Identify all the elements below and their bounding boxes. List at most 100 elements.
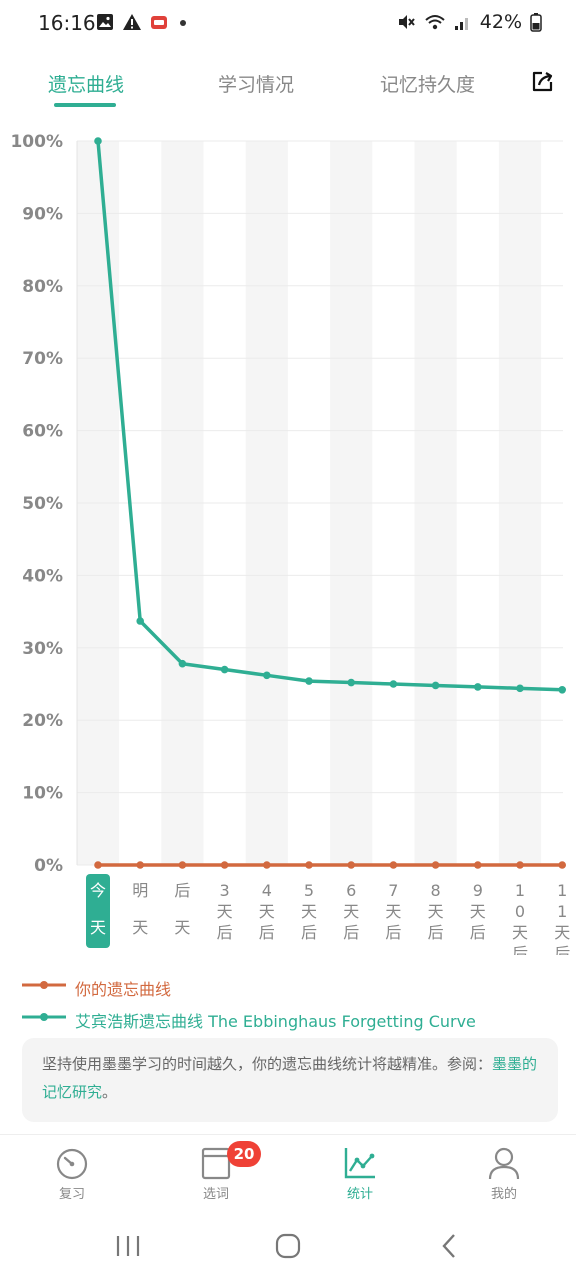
x-tick-label: 3: [220, 881, 230, 900]
legend-label-your-curve: 你的遗忘曲线: [75, 980, 172, 999]
x-tick-label: 后: [174, 881, 190, 900]
x-tick-label: 0: [515, 902, 525, 921]
battery-icon: [530, 13, 542, 32]
x-tick-label: 今: [90, 881, 106, 900]
x-tick-label: 天: [512, 923, 528, 942]
series-line-ebbinghaus: [96, 140, 563, 692]
x-tick-label: 1: [557, 881, 567, 900]
x-tick-label: 天: [301, 902, 317, 921]
data-point-your-curve: [263, 861, 271, 869]
data-point-ebbinghaus: [94, 137, 102, 145]
nav-review[interactable]: 复习: [32, 1145, 112, 1202]
x-tick-label: 天: [217, 902, 233, 921]
info-note-end: 。: [102, 1083, 118, 1101]
book-icon: [201, 1147, 231, 1180]
x-tick-label: 后: [259, 923, 275, 942]
tab-memory-persistence[interactable]: 记忆持久度: [380, 74, 476, 96]
x-tick-highlight: [86, 874, 110, 948]
tab-bar: 遗忘曲线 学习情况 记忆持久度: [0, 50, 576, 112]
legend-swatch-ebbinghaus: [22, 1013, 66, 1021]
gauge-icon: [56, 1148, 88, 1180]
x-tick-label: 后: [385, 923, 401, 942]
data-point-ebbinghaus: [305, 677, 313, 685]
nav-select-words[interactable]: 选词: [176, 1145, 256, 1202]
signal-icon: [454, 18, 468, 30]
x-tick-label: 后: [428, 923, 444, 942]
data-point-ebbinghaus: [263, 671, 271, 680]
data-point-ebbinghaus: [136, 617, 144, 625]
data-point-your-curve: [178, 861, 187, 869]
recents-icon[interactable]: [114, 1232, 142, 1260]
data-point-your-curve: [305, 861, 313, 869]
wifi-icon: [425, 15, 445, 30]
y-tick-label: 70%: [22, 349, 63, 369]
x-tick-label: 5: [304, 881, 314, 900]
x-tick-label: 天: [428, 902, 444, 921]
data-point-your-curve: [220, 861, 229, 869]
tab-forgetting-curve[interactable]: 遗忘曲线: [48, 74, 125, 96]
x-tick-label: 天: [343, 902, 359, 921]
nav-statistics[interactable]: 统计: [320, 1145, 400, 1202]
data-point-ebbinghaus: [516, 684, 524, 693]
x-tick-label: 天: [554, 923, 570, 942]
y-tick-label: 50%: [22, 494, 63, 514]
info-note: 坚持使用墨墨学习的时间越久，你的遗忘曲线统计将越精准。参阅：墨墨的记忆研究。: [22, 1038, 558, 1122]
x-tick-label: 天: [174, 918, 190, 937]
tab-active-indicator: [54, 103, 116, 107]
nav-select-words-label: 选词: [202, 1187, 229, 1202]
home-icon[interactable]: [274, 1232, 302, 1260]
memory-research-link[interactable]: 墨墨的记忆研究: [42, 1055, 538, 1101]
x-tick-label: 1: [557, 902, 567, 921]
x-tick-label: 天: [385, 902, 401, 921]
x-tick-label: 6: [346, 881, 356, 900]
x-tick-label: 9: [473, 881, 483, 900]
y-tick-label: 80%: [22, 277, 63, 297]
chart-icon: [344, 1148, 375, 1179]
dot-icon: [180, 20, 186, 26]
data-point-ebbinghaus: [178, 659, 187, 668]
data-point-your-curve: [516, 861, 524, 869]
x-tick-label: 后: [343, 923, 359, 942]
data-point-your-curve: [136, 861, 144, 869]
forgetting-curve-chart: 100%90%80%70%60%50%40%30%20%10%0%今天明天后天3…: [10, 132, 570, 955]
legend-swatch-your-curve: [22, 981, 66, 989]
x-tick-label: 天: [90, 918, 106, 937]
x-tick-label: 天: [470, 902, 486, 921]
x-tick-label: 后: [217, 923, 233, 942]
data-point-ebbinghaus: [389, 680, 398, 688]
data-point-ebbinghaus: [347, 678, 356, 687]
x-tick-label: 后: [470, 923, 486, 942]
data-point-your-curve: [474, 861, 482, 869]
y-tick-label: 20%: [22, 711, 63, 731]
x-tick-label: 后: [554, 944, 570, 955]
x-tick-label: 7: [388, 881, 398, 900]
x-tick-label: 天: [259, 902, 275, 921]
nav-statistics-label: 统计: [346, 1187, 373, 1202]
x-tick-label: 8: [431, 881, 441, 900]
person-icon: [488, 1147, 520, 1180]
info-note-text: 坚持使用墨墨学习的时间越久，你的遗忘曲线统计将越精准。参阅：: [42, 1055, 493, 1073]
back-icon[interactable]: [436, 1232, 464, 1260]
share-icon[interactable]: [530, 70, 554, 94]
y-tick-label: 0%: [34, 856, 63, 876]
y-tick-label: 60%: [22, 422, 63, 442]
status-bar: 16:16 42%: [0, 0, 576, 48]
data-point-your-curve: [389, 861, 398, 869]
system-navigation-bar: [0, 1216, 576, 1280]
bottom-navigation: 复习 选词 统计 我的: [0, 1134, 576, 1217]
x-tick-label: 天: [132, 918, 148, 937]
y-tick-label: 100%: [10, 132, 63, 152]
data-point-ebbinghaus: [431, 681, 440, 690]
tab-study-status[interactable]: 学习情况: [218, 74, 295, 96]
data-point-ebbinghaus: [558, 685, 566, 694]
x-tick-label: 4: [262, 881, 272, 900]
data-point-your-curve: [94, 861, 102, 869]
x-tick-label: 1: [515, 881, 525, 900]
mute-icon: [398, 15, 415, 29]
nav-profile[interactable]: 我的: [464, 1145, 544, 1202]
warning-icon: [123, 14, 141, 30]
data-point-your-curve: [558, 861, 566, 869]
battery-percent: 42%: [479, 11, 522, 33]
nav-review-label: 复习: [58, 1187, 85, 1202]
nav-profile-label: 我的: [490, 1187, 517, 1202]
